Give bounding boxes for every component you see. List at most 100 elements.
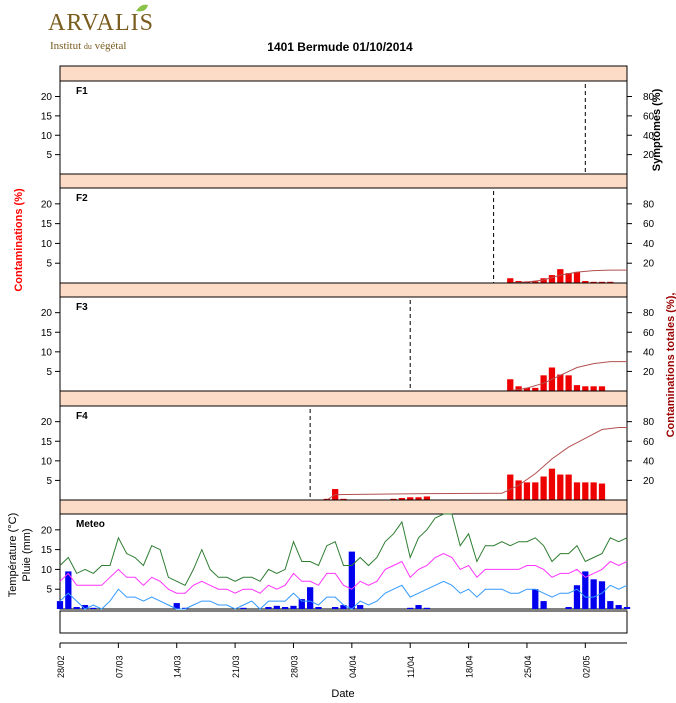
rain-bar — [532, 589, 539, 609]
right-axis-title-bottom: Contaminations totales (%), — [665, 293, 676, 438]
left-tick-label: 15 — [41, 437, 53, 448]
bottom-box — [59, 610, 628, 634]
chart-title: 1401 Bermude 01/10/2014 — [267, 40, 413, 54]
contamination-bar — [582, 482, 589, 500]
rain-bar — [623, 607, 631, 609]
contamination-bar — [523, 387, 531, 391]
contamination-bar — [507, 278, 514, 283]
left-tick-label: 5 — [46, 585, 52, 596]
left-tick-label: 20 — [41, 308, 53, 319]
left-axis-title: Contaminations (%) — [13, 188, 25, 292]
contamination-bar — [507, 379, 514, 391]
panel-label: F4 — [76, 411, 88, 422]
rain-bar — [290, 605, 297, 609]
rain-bar — [81, 605, 89, 609]
rain-bar — [340, 605, 347, 609]
left-tick-label: 5 — [46, 259, 52, 270]
panel-strip — [59, 65, 628, 82]
meteo-ylabel-rain: Pluie (mm) — [21, 528, 33, 581]
right-tick-label: 60 — [643, 219, 655, 230]
contamination-bar — [407, 497, 414, 500]
right-tick-label: 40 — [643, 456, 655, 467]
x-tick-label: 28/02 — [56, 655, 66, 678]
contamination-bar — [548, 275, 556, 283]
left-tick-label: 15 — [41, 219, 53, 230]
cumulative-line — [510, 361, 627, 392]
rain-bar — [423, 607, 431, 609]
rain-bar — [307, 587, 314, 609]
contamination-bar — [565, 273, 572, 283]
left-tick-label: 5 — [46, 367, 52, 378]
x-tick-label: 28/03 — [289, 655, 299, 678]
left-tick-label: 20 — [41, 525, 53, 536]
left-tick-label: 5 — [46, 476, 52, 487]
contamination-bar — [515, 480, 522, 500]
rain-bar — [181, 607, 189, 609]
right-tick-label: 80 — [643, 199, 655, 210]
left-tick-label: 10 — [41, 131, 53, 142]
contamination-bar — [398, 498, 405, 500]
x-tick-label: 11/04 — [406, 656, 416, 678]
rain-bar — [273, 605, 280, 609]
cumulative-line — [326, 427, 627, 501]
x-axis-title: Date — [331, 688, 354, 700]
contamination-bar — [515, 386, 522, 391]
left-tick-label: 10 — [41, 239, 53, 250]
left-tick-label: 5 — [46, 150, 52, 161]
contamination-bar — [598, 483, 606, 500]
contamination-bar — [573, 482, 581, 500]
rain-bar — [173, 603, 180, 609]
right-tick-label: 40 — [643, 131, 655, 142]
contamination-bar — [565, 474, 572, 500]
right-tick-label: 60 — [643, 437, 655, 448]
rain-bar — [282, 607, 289, 609]
contamination-bar — [415, 497, 422, 500]
right-tick-label: 40 — [643, 347, 655, 358]
x-tick-label: 04/04 — [348, 655, 358, 678]
rain-bar — [73, 607, 80, 609]
left-tick-label: 10 — [41, 565, 53, 576]
right-tick-label: 80 — [643, 417, 655, 428]
contamination-bar — [582, 386, 589, 391]
contamination-bar — [532, 281, 539, 283]
rain-bar — [415, 605, 422, 609]
panel-frame — [59, 296, 628, 392]
right-tick-label: 80 — [643, 92, 655, 103]
rain-bar — [348, 551, 355, 609]
left-tick-label: 20 — [41, 199, 53, 210]
left-tick-label: 10 — [41, 456, 53, 467]
tmean-line — [59, 553, 628, 594]
rain-bar — [573, 585, 581, 609]
leaf-icon — [136, 4, 148, 12]
meteo-ylabel-temp: Température (°C) — [7, 513, 19, 597]
contamination-bar — [523, 482, 531, 500]
contamination-bar — [548, 468, 556, 500]
logo-word: ARVALIS — [48, 10, 154, 36]
rain-bar — [407, 607, 414, 609]
right-tick-label: 40 — [643, 239, 655, 250]
contamination-bar — [423, 496, 431, 500]
x-tick-label: 18/04 — [465, 655, 475, 678]
contamination-bar — [573, 271, 581, 283]
cumulative-line — [510, 269, 627, 284]
right-axis-title-top: Symptômes (%) — [651, 88, 663, 171]
rain-bar — [357, 605, 364, 609]
contamination-bar — [557, 374, 564, 391]
rain-bar — [590, 579, 597, 609]
right-tick-label: 80 — [643, 308, 655, 319]
rain-bar — [265, 607, 272, 609]
x-tick-label: 02/05 — [581, 655, 591, 678]
contamination-bar — [532, 482, 539, 500]
contamination-bar — [540, 476, 547, 500]
x-tick-label: 21/03 — [231, 655, 241, 678]
contamination-bar — [540, 278, 547, 283]
right-tick-label: 20 — [643, 476, 655, 487]
panel-label: F3 — [76, 302, 88, 313]
contamination-bar — [390, 498, 397, 500]
contamination-bar — [507, 474, 514, 500]
left-tick-label: 15 — [41, 328, 53, 339]
rain-bar — [540, 601, 547, 609]
contamination-bar — [598, 386, 606, 391]
panel-frame — [59, 80, 628, 175]
